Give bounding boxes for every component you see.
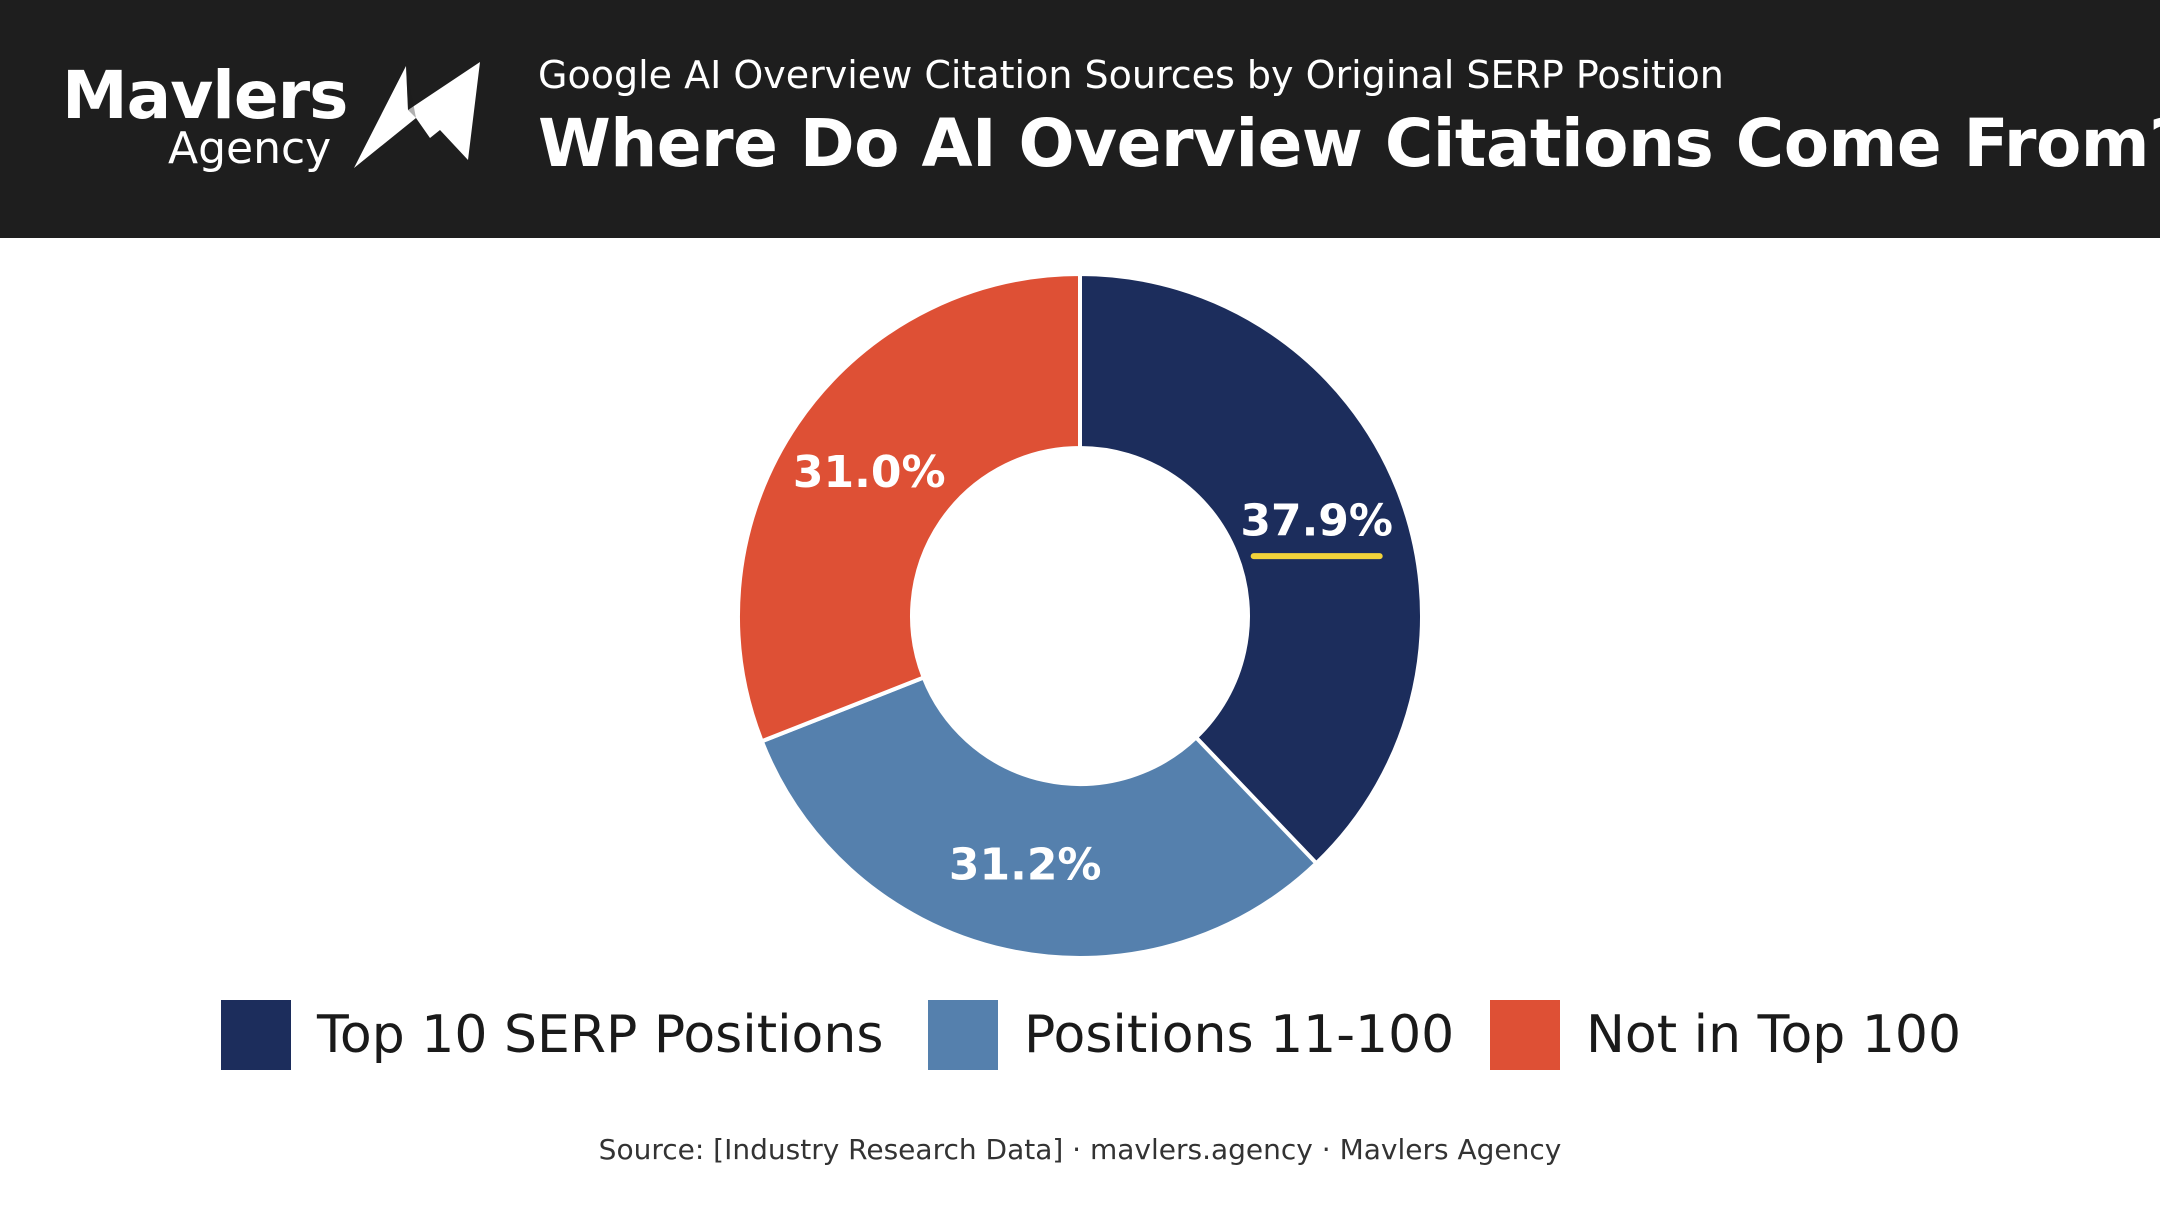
- brand-logo: Mavlers Agency: [62, 58, 482, 178]
- chart-legend: Top 10 SERP Positions Positions 11-100 N…: [0, 990, 2160, 1080]
- donut-chart: 37.9% 31.2% 31.0%: [736, 271, 1425, 960]
- legend-item-positions-11-100: Positions 11-100: [928, 990, 1454, 1080]
- chart-title: Where Do AI Overview Citations Come From…: [538, 105, 2160, 182]
- legend-label-positions-11-100: Positions 11-100: [1024, 1005, 1455, 1065]
- legend-swatch-positions-11-100: [928, 1000, 998, 1070]
- logo-subtext: Agency: [168, 123, 332, 174]
- logo-arrow-icon: [354, 62, 480, 168]
- legend-label-not-top100: Not in Top 100: [1586, 1005, 1962, 1065]
- legend-item-not-top100: Not in Top 100: [1490, 990, 1961, 1080]
- legend-swatch-not-top100: [1490, 1000, 1560, 1070]
- highlight-underline: [1250, 553, 1383, 560]
- slice-label-positions-11-100: 31.2%: [949, 840, 1102, 891]
- legend-swatch-top10: [221, 1000, 291, 1070]
- donut-slice-not-top100: [736, 271, 1082, 744]
- header-banner: Mavlers Agency Google AI Overview Citati…: [0, 0, 2160, 238]
- donut-slice-positions-11-100: [759, 674, 1320, 960]
- slice-label-top10: 37.9%: [1240, 496, 1393, 547]
- donut-slice-top10: [1078, 271, 1425, 867]
- slice-label-not-top100: 31.0%: [793, 447, 946, 498]
- legend-item-top10: Top 10 SERP Positions: [221, 990, 883, 1080]
- logo-wordmark: Mavlers: [62, 57, 348, 134]
- legend-label-top10: Top 10 SERP Positions: [317, 1005, 884, 1065]
- chart-subtitle: Google AI Overview Citation Sources by O…: [538, 53, 1724, 97]
- source-note: Source: [Industry Research Data] · mavle…: [598, 1133, 1562, 1166]
